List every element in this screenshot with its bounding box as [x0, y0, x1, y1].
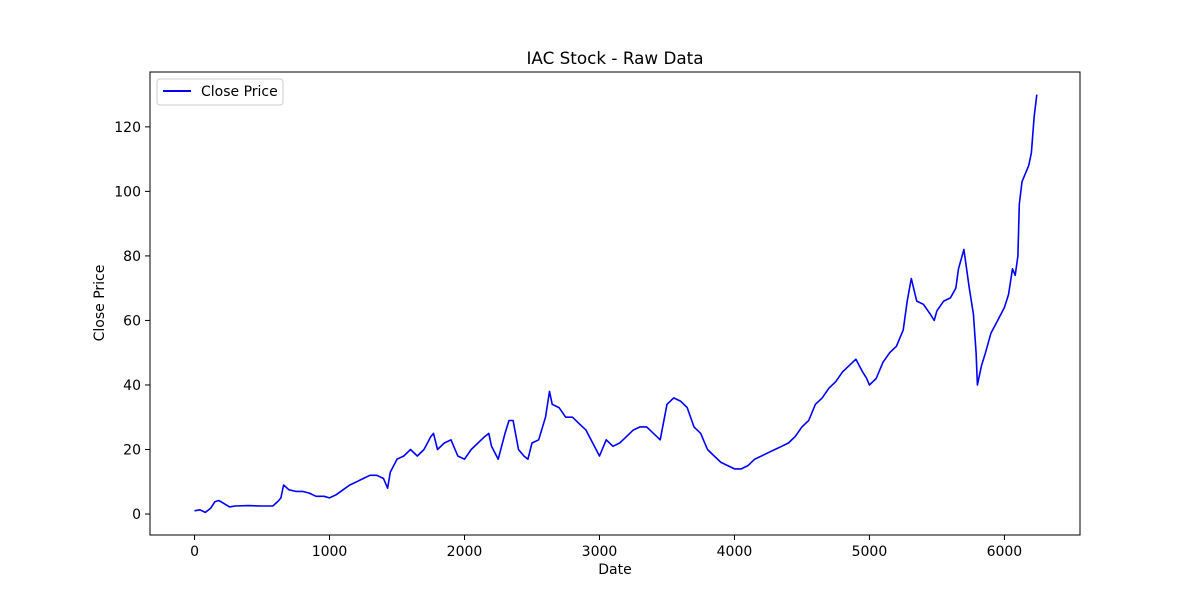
chart-title: IAC Stock - Raw Data: [526, 48, 703, 68]
x-axis-label: Date: [598, 562, 631, 578]
x-tick-label: 6000: [987, 544, 1023, 560]
y-tick-label: 60: [123, 313, 141, 329]
y-tick-label: 0: [132, 507, 141, 523]
x-axis-ticks: 0 1000 2000 3000 4000 5000 6000: [190, 535, 1022, 560]
legend: Close Price: [156, 78, 284, 106]
y-tick-label: 80: [123, 249, 141, 265]
x-tick-label: 2000: [447, 544, 483, 560]
legend-box: [156, 78, 284, 106]
y-tick-label: 20: [123, 442, 141, 458]
x-tick-label: 5000: [852, 544, 888, 560]
plot-frame: [149, 71, 1081, 536]
y-axis-ticks: 0 20 40 60 80 100 120: [114, 120, 150, 523]
series-line-close-price: [194, 94, 1038, 514]
y-axis-label: Close Price: [92, 265, 108, 342]
x-tick-label: 3000: [582, 544, 618, 560]
x-tick-label: 1000: [312, 544, 348, 560]
plot-area: [150, 72, 1080, 535]
x-tick-label: 4000: [717, 544, 753, 560]
plot-clip-group: [194, 94, 1038, 514]
x-tick-label: 0: [190, 544, 199, 560]
y-tick-label: 100: [114, 184, 141, 200]
y-tick-label: 40: [123, 378, 141, 394]
legend-label-close-price: Close Price: [201, 84, 278, 100]
y-tick-label: 120: [114, 120, 141, 136]
